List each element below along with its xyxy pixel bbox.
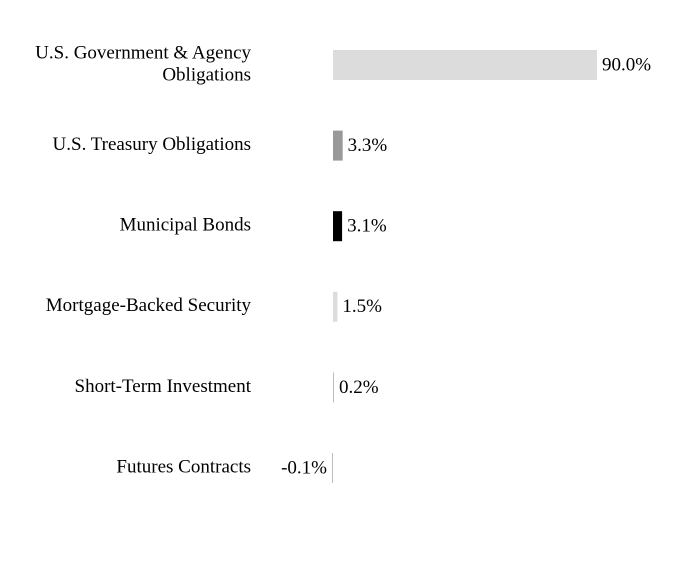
value-label: 3.1% [347, 216, 387, 237]
value-label: 3.3% [348, 135, 388, 156]
value-label: 0.2% [339, 377, 379, 398]
category-label: U.S. Treasury Obligations [53, 134, 251, 155]
category-label: Short-Term Investment [75, 376, 252, 397]
bar [333, 372, 334, 403]
bar [333, 130, 343, 161]
category-label: Mortgage-Backed Security [46, 295, 252, 316]
category-label: Municipal Bonds [120, 215, 251, 236]
bar [333, 211, 343, 242]
value-label: 90.0% [602, 54, 651, 75]
value-label: 1.5% [342, 296, 382, 317]
value-label: -0.1% [281, 457, 327, 478]
bar [333, 50, 597, 80]
bar [332, 453, 333, 483]
category-label: Futures Contracts [116, 456, 251, 477]
category-label: U.S. Government & Agency Obligations [35, 42, 251, 85]
bar [333, 291, 338, 322]
